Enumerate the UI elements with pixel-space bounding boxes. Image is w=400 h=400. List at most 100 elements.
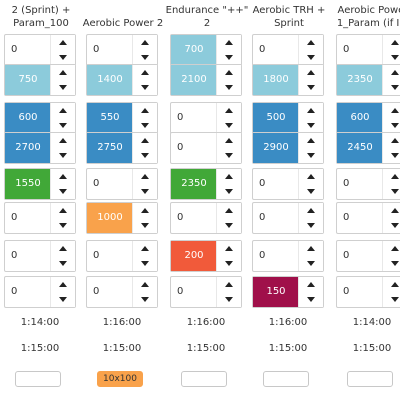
number-stepper[interactable]: 1800	[252, 64, 324, 96]
stepper-value[interactable]: 500	[253, 103, 299, 133]
number-stepper[interactable]: 2350	[336, 64, 400, 96]
increment-button[interactable]	[383, 241, 400, 256]
stepper-value[interactable]: 0	[259, 212, 266, 223]
increment-button[interactable]	[383, 133, 400, 148]
decrement-button[interactable]	[299, 218, 323, 233]
stepper-value[interactable]: 150	[253, 277, 299, 307]
stepper-value[interactable]: 0	[93, 44, 100, 55]
stepper-value[interactable]: 2100	[171, 65, 217, 95]
stepper-value[interactable]: 0	[343, 44, 350, 55]
increment-button[interactable]	[383, 65, 400, 80]
stepper-value[interactable]: 600	[337, 103, 383, 133]
decrement-button[interactable]	[51, 256, 75, 271]
decrement-button[interactable]	[383, 218, 400, 233]
stepper-value[interactable]: 1000	[87, 203, 133, 233]
decrement-button[interactable]	[299, 184, 323, 199]
increment-button[interactable]	[133, 103, 157, 118]
increment-button[interactable]	[383, 103, 400, 118]
decrement-button[interactable]	[51, 184, 75, 199]
decrement-button[interactable]	[299, 148, 323, 163]
number-stepper[interactable]: 0	[336, 202, 400, 234]
number-stepper[interactable]: 2100	[170, 64, 242, 96]
decrement-button[interactable]	[299, 256, 323, 271]
stepper-value[interactable]: 0	[259, 250, 266, 261]
increment-button[interactable]	[383, 203, 400, 218]
stepper-value[interactable]: 2350	[337, 65, 383, 95]
decrement-button[interactable]	[383, 50, 400, 65]
stepper-value[interactable]: 750	[5, 65, 51, 95]
decrement-button[interactable]	[133, 184, 157, 199]
decrement-button[interactable]	[217, 184, 241, 199]
decrement-button[interactable]	[299, 292, 323, 307]
increment-button[interactable]	[133, 65, 157, 80]
number-stepper[interactable]: 1550	[4, 168, 76, 200]
decrement-button[interactable]	[217, 256, 241, 271]
number-stepper[interactable]: 0	[336, 34, 400, 66]
increment-button[interactable]	[217, 133, 241, 148]
decrement-button[interactable]	[383, 118, 400, 133]
stepper-value[interactable]: 0	[177, 112, 184, 123]
increment-button[interactable]	[51, 65, 75, 80]
number-stepper[interactable]: 0	[170, 202, 242, 234]
increment-button[interactable]	[133, 241, 157, 256]
number-stepper[interactable]: 0	[170, 132, 242, 164]
decrement-button[interactable]	[133, 292, 157, 307]
decrement-button[interactable]	[133, 256, 157, 271]
number-stepper[interactable]: 0	[336, 240, 400, 272]
stepper-value[interactable]: 0	[177, 212, 184, 223]
stepper-value[interactable]: 0	[93, 178, 100, 189]
number-stepper[interactable]: 0	[170, 276, 242, 308]
increment-button[interactable]	[299, 65, 323, 80]
increment-button[interactable]	[51, 169, 75, 184]
decrement-button[interactable]	[51, 50, 75, 65]
increment-button[interactable]	[51, 241, 75, 256]
set-button[interactable]	[263, 371, 309, 387]
number-stepper[interactable]: 0	[4, 240, 76, 272]
decrement-button[interactable]	[383, 80, 400, 95]
number-stepper[interactable]: 0	[86, 276, 158, 308]
number-stepper[interactable]: 750	[4, 64, 76, 96]
increment-button[interactable]	[217, 65, 241, 80]
decrement-button[interactable]	[383, 256, 400, 271]
stepper-value[interactable]: 0	[11, 250, 18, 261]
number-stepper[interactable]: 0	[170, 102, 242, 134]
number-stepper[interactable]: 0	[336, 276, 400, 308]
decrement-button[interactable]	[299, 50, 323, 65]
increment-button[interactable]	[51, 35, 75, 50]
number-stepper[interactable]: 0	[86, 240, 158, 272]
number-stepper[interactable]: 700	[170, 34, 242, 66]
stepper-value[interactable]: 0	[259, 44, 266, 55]
increment-button[interactable]	[299, 203, 323, 218]
number-stepper[interactable]: 2350	[170, 168, 242, 200]
increment-button[interactable]	[217, 203, 241, 218]
increment-button[interactable]	[217, 241, 241, 256]
increment-button[interactable]	[299, 103, 323, 118]
stepper-value[interactable]: 0	[93, 250, 100, 261]
decrement-button[interactable]	[133, 218, 157, 233]
stepper-value[interactable]: 600	[5, 103, 51, 133]
decrement-button[interactable]	[51, 218, 75, 233]
number-stepper[interactable]: 0	[4, 202, 76, 234]
decrement-button[interactable]	[133, 148, 157, 163]
decrement-button[interactable]	[217, 50, 241, 65]
decrement-button[interactable]	[51, 80, 75, 95]
stepper-value[interactable]: 0	[343, 212, 350, 223]
number-stepper[interactable]: 0	[4, 276, 76, 308]
increment-button[interactable]	[217, 169, 241, 184]
decrement-button[interactable]	[51, 148, 75, 163]
increment-button[interactable]	[299, 133, 323, 148]
number-stepper[interactable]: 2450	[336, 132, 400, 164]
stepper-value[interactable]: 2750	[87, 133, 133, 163]
stepper-value[interactable]: 550	[87, 103, 133, 133]
number-stepper[interactable]: 0	[336, 168, 400, 200]
increment-button[interactable]	[51, 277, 75, 292]
increment-button[interactable]	[133, 169, 157, 184]
increment-button[interactable]	[299, 277, 323, 292]
number-stepper[interactable]: 2750	[86, 132, 158, 164]
number-stepper[interactable]: 2900	[252, 132, 324, 164]
stepper-value[interactable]: 0	[11, 44, 18, 55]
stepper-value[interactable]: 0	[11, 212, 18, 223]
set-button[interactable]	[181, 371, 227, 387]
increment-button[interactable]	[299, 241, 323, 256]
stepper-value[interactable]: 2350	[171, 169, 217, 199]
